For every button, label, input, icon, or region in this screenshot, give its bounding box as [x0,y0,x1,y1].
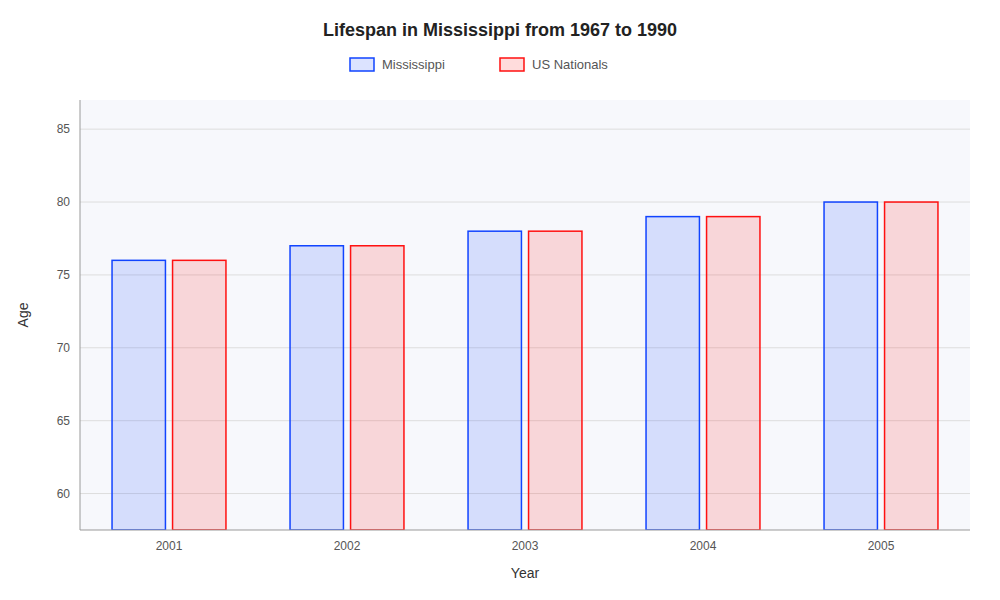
legend-swatch [350,58,374,71]
grid-line [80,129,970,130]
bar [173,260,226,530]
bar [646,217,699,530]
y-tick-label: 65 [57,414,71,428]
legend-swatch [500,58,524,71]
x-tick-label: 2002 [334,539,361,553]
y-axis-line [80,100,81,530]
y-axis-label: Age [15,302,31,327]
x-tick-label: 2005 [868,539,895,553]
bar [468,231,521,530]
title: Lifespan in Mississippi from 1967 to 199… [323,20,677,40]
bars [112,202,938,530]
bar [707,217,760,530]
y-tick-label: 75 [57,268,71,282]
bar [290,246,343,530]
bar [824,202,877,530]
x-axis-line [80,530,970,531]
bar [351,246,404,530]
legend-label: Mississippi [382,57,445,72]
y-tick-label: 80 [57,195,71,209]
plot-background [80,100,970,530]
x-tick-label: 2001 [156,539,183,553]
bar [529,231,582,530]
bar [885,202,938,530]
y-tick-label: 85 [57,122,71,136]
y-tick-label: 60 [57,487,71,501]
bar [112,260,165,530]
x-axis-label: Year [511,565,540,581]
chart-svg: 60 65 70 75 80 85 2001 2002 2003 2004 2005 Year Age L… [0,0,1000,600]
legend-label: US Nationals [532,57,608,72]
x-tick-label: 2003 [512,539,539,553]
chart-container: 60 65 70 75 80 85 2001 2002 2003 2004 2005 Year Age L… [0,0,1000,600]
x-tick-label: 2004 [690,539,717,553]
legend: Mississippi US Nationals [350,57,608,72]
y-tick-label: 70 [57,341,71,355]
